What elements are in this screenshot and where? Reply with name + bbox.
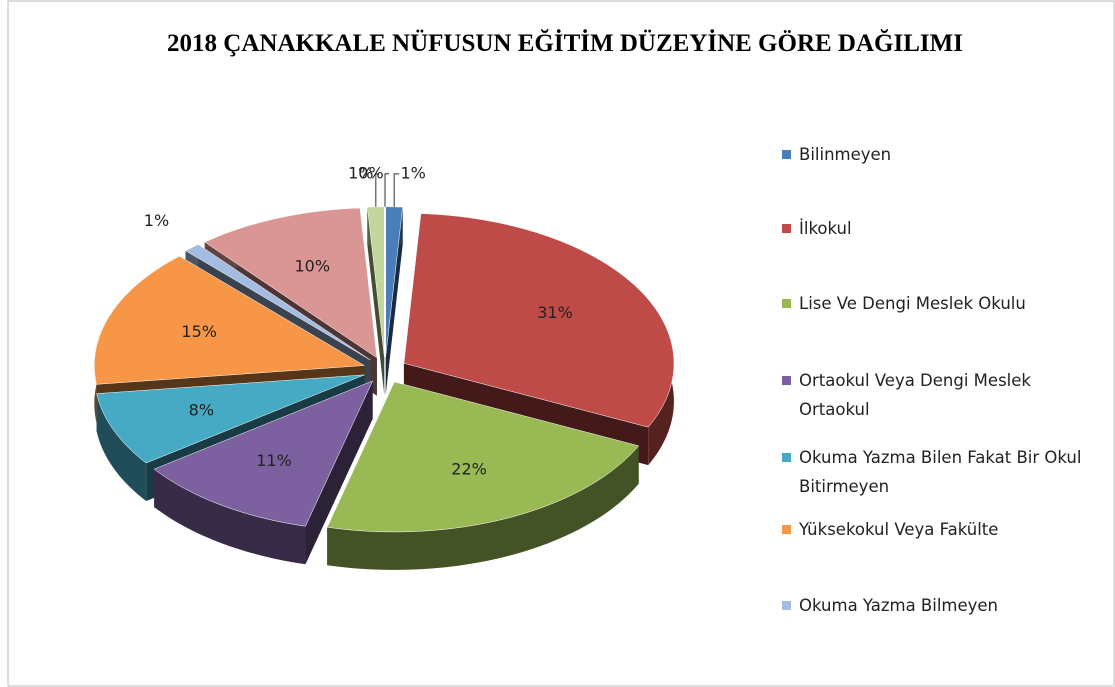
chart-title: 2018 ÇANAKKALE NÜFUSUN EĞİTİM DÜZEYİNE G… bbox=[167, 30, 963, 57]
legend-item: Lise Ve Dengi Meslek Okulu bbox=[782, 289, 1026, 318]
data-label: 15% bbox=[181, 322, 217, 341]
slice-side bbox=[327, 445, 639, 570]
leader-line bbox=[384, 173, 389, 207]
slice-edge bbox=[367, 207, 385, 395]
data-label: 0% bbox=[358, 163, 383, 182]
slice bbox=[326, 381, 640, 533]
data-label: 11% bbox=[256, 451, 292, 470]
legend-label: Okuma Yazma Bilen Fakat Bir Okul Bitirme… bbox=[799, 448, 1082, 496]
legend-item: İlkokul bbox=[782, 214, 852, 243]
legend-label: Yüksekokul Veya Fakülte bbox=[799, 520, 999, 539]
legend-label: Ortaokul Veya Dengi Meslek Ortaokul bbox=[799, 371, 1031, 419]
data-label: 1% bbox=[144, 211, 169, 230]
legend-swatch bbox=[782, 601, 791, 610]
legend-swatch bbox=[782, 453, 791, 462]
slice-edge bbox=[305, 380, 373, 565]
slice bbox=[385, 206, 403, 357]
slice-side bbox=[154, 469, 306, 565]
legend-item: Okuma Yazma Bilmeyen bbox=[782, 591, 998, 620]
slice-side bbox=[96, 393, 147, 502]
slice bbox=[96, 374, 365, 464]
slice-edge bbox=[385, 207, 403, 395]
legend-swatch bbox=[782, 525, 791, 534]
legend-swatch bbox=[782, 224, 791, 233]
legend-label: Lise Ve Dengi Meslek Okulu bbox=[799, 294, 1026, 313]
legend-label: İlkokul bbox=[799, 219, 852, 238]
chart-frame bbox=[7, 0, 1115, 687]
legend-swatch bbox=[782, 376, 791, 385]
slice bbox=[367, 206, 385, 357]
slice bbox=[153, 380, 374, 527]
legend-label: Bilinmeyen bbox=[799, 145, 892, 164]
slice bbox=[94, 255, 366, 385]
legend-swatch bbox=[782, 299, 791, 308]
data-label: 31% bbox=[537, 303, 573, 322]
legend-item: Okuma Yazma Bilen Fakat Bir Okul Bitirme… bbox=[782, 443, 1082, 501]
data-label: 8% bbox=[189, 400, 214, 419]
legend-item: Ortaokul Veya Dengi Meslek Ortaokul bbox=[782, 366, 1082, 424]
slice bbox=[185, 244, 371, 361]
legend-swatch bbox=[782, 150, 791, 159]
legend-item: Yüksekokul Veya Fakülte bbox=[782, 515, 998, 544]
legend-label: Okuma Yazma Bilmeyen bbox=[799, 596, 999, 615]
data-label: 1% bbox=[400, 163, 425, 182]
legend-item: Bilinmeyen bbox=[782, 140, 891, 169]
data-label: 22% bbox=[451, 460, 487, 479]
leader-line bbox=[375, 173, 379, 207]
leader-line bbox=[393, 173, 400, 207]
data-label: 1% bbox=[348, 163, 373, 182]
slice bbox=[204, 207, 378, 359]
data-label: 10% bbox=[295, 257, 331, 276]
slice bbox=[403, 213, 675, 428]
